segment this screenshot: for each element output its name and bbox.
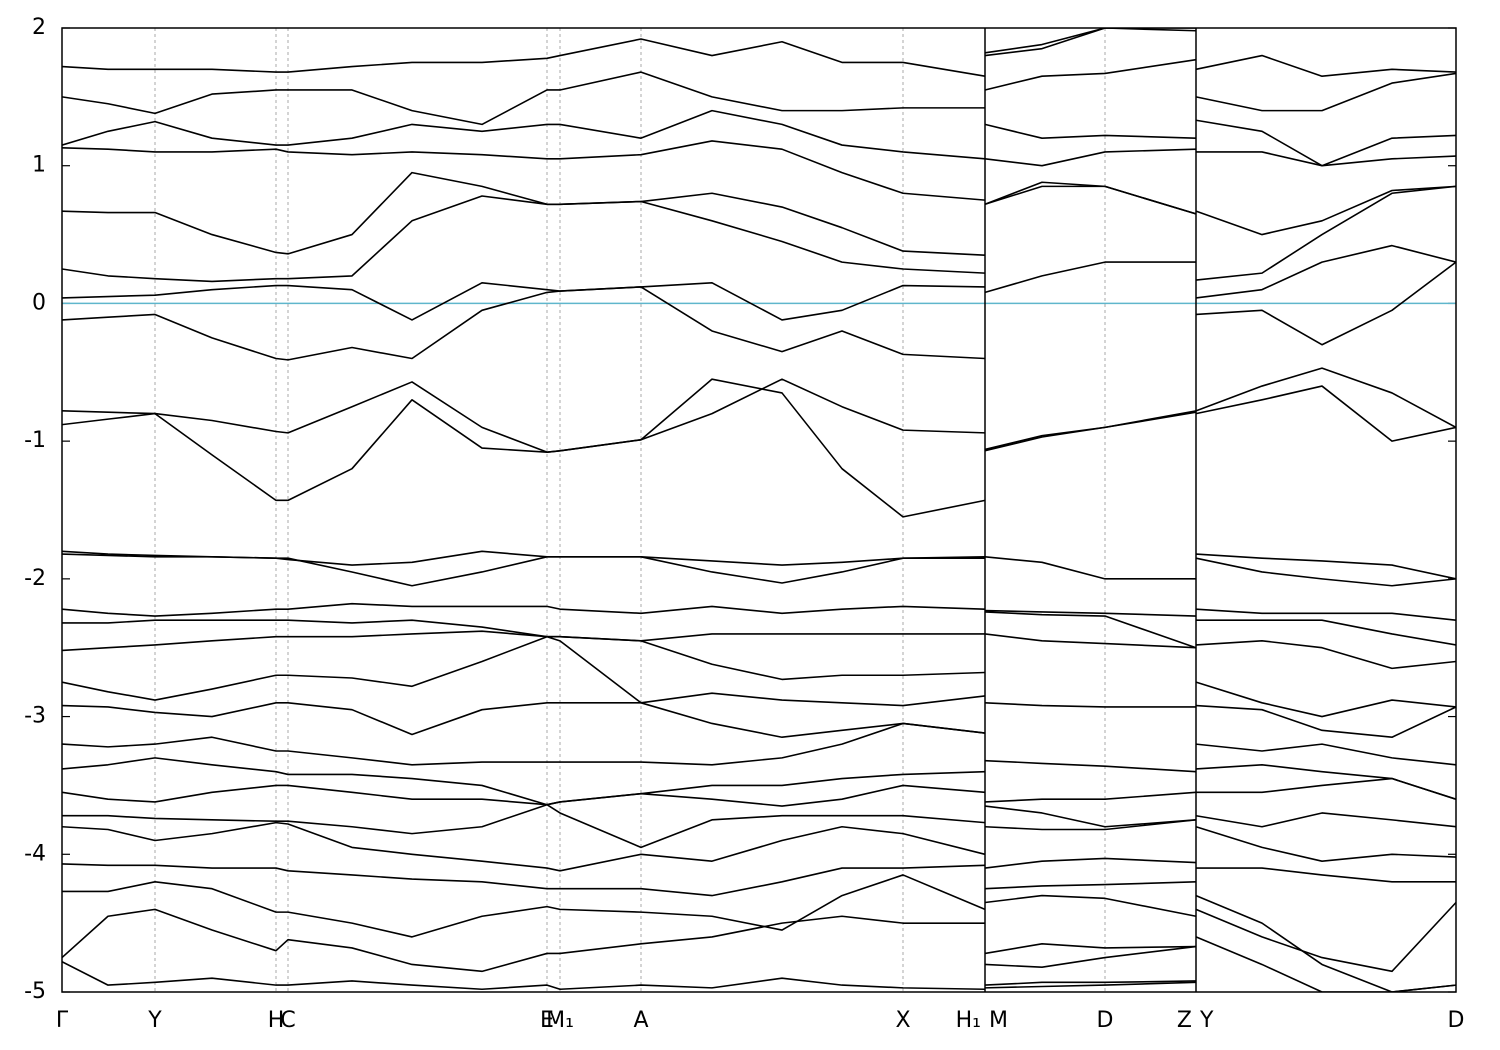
x-tick-label: Z [1177,1008,1192,1033]
y-tick-label: -3 [24,704,46,729]
x-tick-label: Γ [56,1008,69,1033]
band-line [62,123,1456,201]
band-line [62,722,1456,828]
x-tick-label: M₁ [546,1008,574,1033]
band-line [62,757,1456,831]
band-line [62,619,1456,649]
band-line [62,185,1456,283]
x-tick-label: H₁ [956,1008,981,1033]
x-tick-label: H [268,1008,285,1033]
x-tick-label: Y [147,1008,162,1033]
y-tick-label: 2 [32,15,46,40]
band-line [62,863,1456,955]
band-line [62,367,1456,453]
band-line [62,378,1456,518]
band-line [62,901,1456,986]
band-line [62,936,1456,992]
band-line [62,602,1456,649]
band-line [62,777,1456,869]
x-tick-label: D [1448,1008,1465,1033]
y-tick-label: -1 [24,428,46,453]
band-line [62,550,1456,580]
band-line [62,553,1456,617]
x-tick-label: C [280,1008,295,1033]
band-line [62,28,1456,77]
y-tick-label: 0 [32,290,46,315]
x-tick-label: D [1097,1008,1114,1033]
y-tick-label: 1 [32,153,46,178]
y-tick-label: -5 [24,979,46,1004]
band-line [62,261,1456,361]
y-tick-label: -4 [24,841,46,866]
x-tick-label: Y [1199,1008,1214,1033]
band-line [62,635,1456,773]
band-line [62,692,1456,803]
band-line [62,821,1456,918]
band-line [62,803,1456,890]
y-tick-label: -2 [24,566,46,591]
plot-frame [61,27,1457,993]
band-line [62,630,1456,708]
x-tick-label: X [895,1008,910,1033]
x-tick-label: E [540,1008,554,1033]
x-tick-label: M [989,1008,1008,1033]
band-line [62,874,1456,992]
bands [62,28,1456,992]
band-line [62,28,1456,126]
x-tick-label: A [633,1008,648,1033]
band-line [62,148,1456,257]
band-line [62,58,1456,167]
